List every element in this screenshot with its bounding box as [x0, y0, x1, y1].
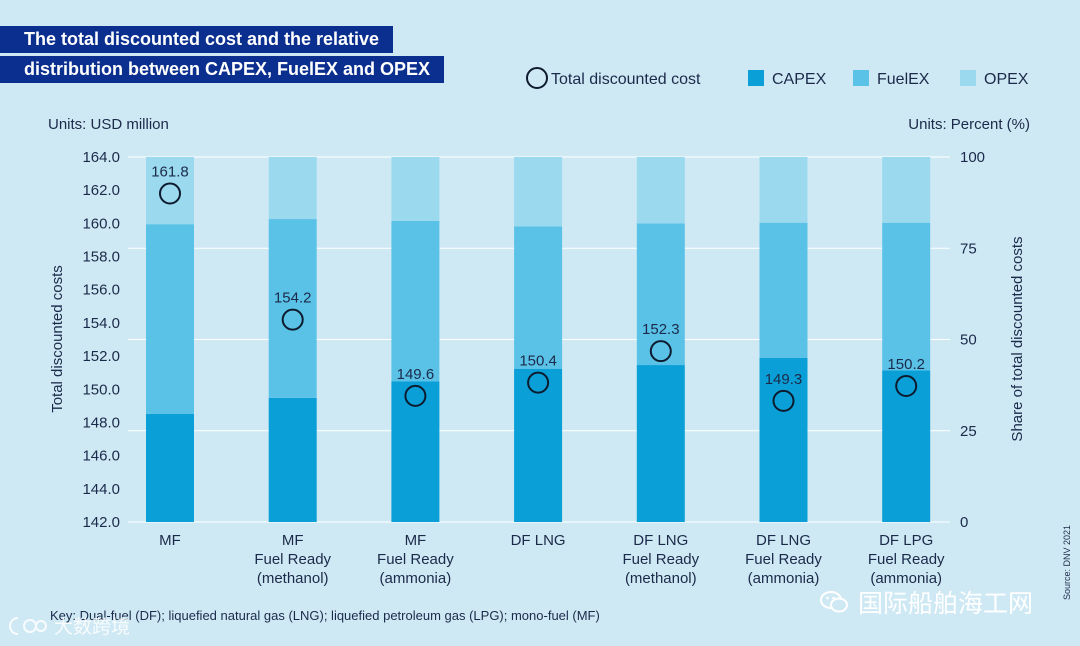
x-tick-label-5-2: (ammonia) — [748, 570, 820, 587]
bar-opex-6 — [882, 157, 931, 223]
legend-total-label: Total discounted cost — [551, 71, 701, 88]
y-left-tick-10: 162.0 — [82, 182, 120, 199]
y-left-tick-5: 152.0 — [82, 348, 120, 365]
total-cost-label-3: 150.4 — [519, 353, 557, 370]
watermark-right-text: 国际船舶海工网 — [858, 590, 1034, 618]
x-tick-label-5-1: Fuel Ready — [745, 551, 822, 568]
y-left-tick-4: 150.0 — [82, 381, 120, 398]
watermark-left-text: 大数跨境 — [54, 617, 131, 638]
y-left-tick-1: 144.0 — [82, 481, 120, 498]
x-tick-label-0-0: MF — [159, 532, 181, 549]
watermark-right: 国际船舶海工网 — [820, 584, 1033, 620]
y-left-tick-11: 164.0 — [82, 149, 120, 166]
bar-capex-2 — [391, 381, 440, 522]
total-cost-marker-2 — [404, 384, 427, 407]
y-left-tick-8: 158.0 — [82, 249, 120, 266]
total-cost-marker-3 — [527, 371, 550, 394]
wechat-icon — [820, 591, 848, 613]
bar-fuelex-5 — [759, 222, 808, 358]
total-cost-label-6: 150.2 — [887, 356, 925, 373]
total-cost-label-4: 152.3 — [642, 321, 680, 338]
x-tick-label-6-1: Fuel Ready — [868, 551, 945, 568]
total-cost-label-0: 161.8 — [151, 164, 189, 181]
bar-opex-1 — [268, 157, 317, 220]
key-note: Key: Dual-fuel (DF); liquefied natural g… — [50, 608, 600, 623]
legend-opex-swatch — [960, 70, 976, 86]
x-tick-label-3-0: DF LNG — [511, 532, 566, 549]
bar-capex-1 — [268, 397, 317, 522]
legend-capex-label: CAPEX — [772, 71, 827, 88]
bar-opex-4 — [636, 157, 685, 224]
bar-opex-3 — [514, 157, 563, 227]
y-right-tick-1: 25 — [960, 423, 977, 440]
x-tick-label-4-0: DF LNG — [633, 532, 688, 549]
total-cost-marker-1 — [281, 308, 304, 331]
y-left-tick-9: 160.0 — [82, 215, 120, 232]
x-tick-label-4-2: (methanol) — [625, 570, 697, 587]
bar-fuelex-2 — [391, 220, 440, 382]
legend-capex-swatch — [748, 70, 764, 86]
watermark-left: 大数跨境 — [8, 612, 130, 639]
y-left-tick-3: 148.0 — [82, 414, 120, 431]
x-tick-label-6-2: (ammonia) — [870, 570, 942, 587]
watermark-logo-icon — [9, 616, 47, 635]
units-right: Units: Percent (%) — [908, 116, 1030, 133]
total-cost-marker-5 — [772, 389, 795, 412]
y-left-tick-2: 146.0 — [82, 448, 120, 465]
x-tick-label-4-1: Fuel Ready — [622, 551, 699, 568]
bar-opex-2 — [391, 157, 440, 221]
y-left-tick-0: 142.0 — [82, 514, 120, 531]
x-tick-label-1-1: Fuel Ready — [254, 551, 331, 568]
chart-title-line-2: distribution between CAPEX, FuelEX and O… — [0, 56, 445, 83]
x-tick-label-2-0: MF — [405, 532, 427, 549]
total-cost-marker-4 — [649, 340, 672, 363]
legend-fuelex-swatch — [853, 70, 869, 86]
bar-capex-4 — [636, 365, 685, 522]
legend-opex-label: OPEX — [984, 71, 1029, 88]
bar-fuelex-6 — [882, 222, 931, 371]
x-tick-label-1-0: MF — [282, 532, 304, 549]
y-right-tick-4: 100 — [960, 149, 985, 166]
bar-fuelex-3 — [514, 226, 563, 369]
x-tick-label-2-2: (ammonia) — [380, 570, 452, 587]
total-cost-marker-0 — [159, 182, 181, 205]
y-left-tick-7: 156.0 — [82, 282, 120, 299]
y-right-tick-3: 75 — [960, 240, 977, 257]
source-note: Source: DNV 2021 — [1062, 524, 1072, 600]
x-tick-label-1-2: (methanol) — [257, 570, 329, 587]
units-left: Units: USD million — [48, 116, 169, 133]
y-right-tick-2: 50 — [960, 332, 977, 349]
legend-total-marker — [526, 67, 548, 89]
y-left-tick-6: 154.0 — [82, 315, 120, 332]
total-cost-label-5: 149.3 — [765, 371, 803, 388]
total-cost-label-2: 149.6 — [397, 366, 435, 383]
y-right-tick-0: 0 — [960, 514, 968, 531]
bar-capex-5 — [759, 357, 808, 522]
bar-capex-0 — [146, 413, 194, 522]
bar-fuelex-0 — [146, 224, 194, 414]
x-tick-label-2-1: Fuel Ready — [377, 551, 454, 568]
bar-opex-5 — [759, 157, 808, 223]
chart-title-line-1: The total discounted cost and the relati… — [0, 26, 394, 53]
bar-fuelex-4 — [636, 223, 685, 366]
bar-fuelex-1 — [268, 219, 317, 398]
y-right-axis-label: Share of total discounted costs — [1009, 236, 1026, 441]
total-cost-label-1: 154.2 — [274, 290, 312, 307]
bar-capex-3 — [514, 368, 563, 522]
bar-opex-0 — [146, 157, 194, 225]
legend-fuelex-label: FuelEX — [877, 71, 930, 88]
x-tick-label-5-0: DF LNG — [756, 532, 811, 549]
y-left-axis-label: Total discounted costs — [49, 265, 66, 413]
bar-capex-6 — [882, 370, 931, 522]
total-cost-marker-6 — [895, 374, 918, 397]
x-tick-label-6-0: DF LPG — [879, 532, 933, 549]
